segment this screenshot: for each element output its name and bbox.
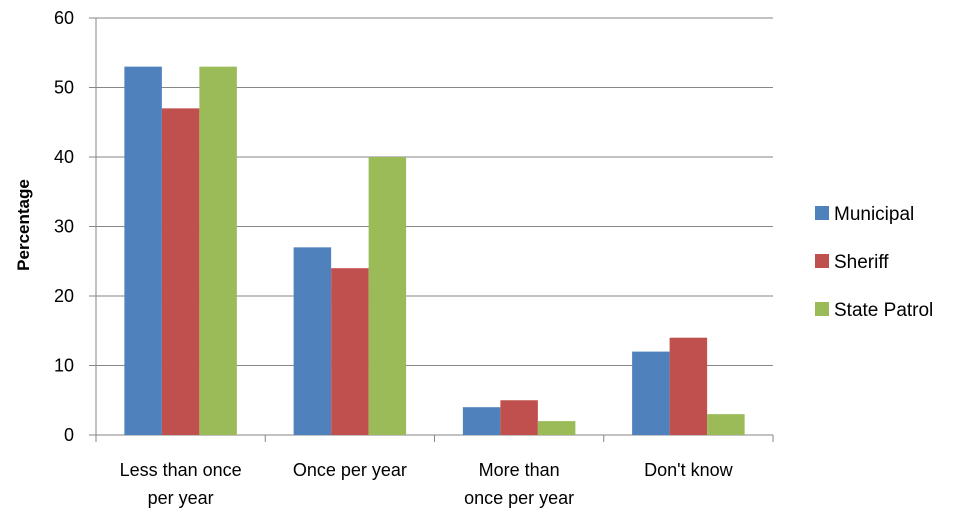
bar-state-patrol [368,157,407,435]
bar-municipal [632,351,670,435]
x-tick-label: Less than once per year [120,460,242,508]
legend-swatch [815,206,829,220]
y-tick-label: 50 [54,78,74,98]
y-tick-label: 0 [64,425,74,445]
legend: Municipal Sheriff State Patrol [815,204,933,321]
bar-municipal [293,247,332,435]
x-tick-label: Don't know [644,460,733,480]
bar-municipal [462,407,501,435]
y-tick-label: 10 [54,356,74,376]
y-axis-label: Percentage [14,179,33,271]
bar-state-patrol [707,414,745,435]
bar-sheriff [161,108,200,435]
bars [124,66,745,436]
bar-sheriff [669,337,708,435]
bar-state-patrol [537,421,576,435]
x-tick-label: Once per year [293,460,407,480]
y-tick-labels: 0 10 20 30 40 50 60 [54,8,74,445]
y-tick-label: 20 [54,286,74,306]
legend-label: Sheriff [834,252,889,273]
legend-swatch [815,254,829,268]
x-tick-label: More than once per year [464,460,574,508]
bar-state-patrol [199,66,237,436]
legend-label: Municipal [834,204,914,225]
y-tick-label: 40 [54,147,74,167]
bar-sheriff [331,268,369,435]
bar-sheriff [500,400,538,435]
y-tick-label: 60 [54,8,74,28]
x-tick-labels: Less than once per year Once per year More … [120,460,734,508]
y-tick-label: 30 [54,217,74,237]
bar-municipal [124,66,162,436]
legend-label: State Patrol [834,300,933,321]
legend-swatch [815,302,829,316]
